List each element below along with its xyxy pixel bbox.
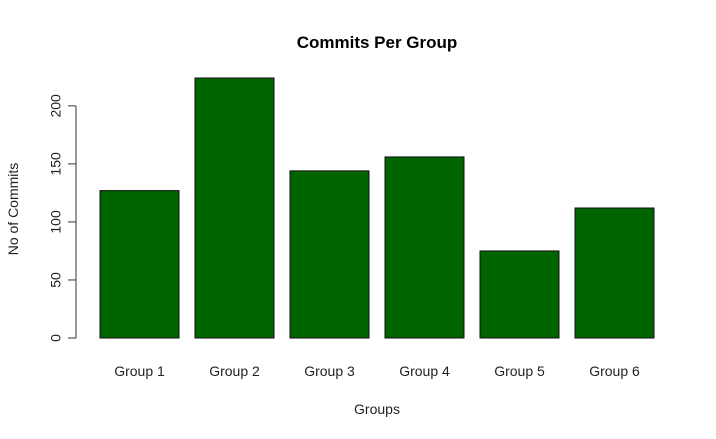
y-tick-label: 50 bbox=[48, 272, 64, 288]
y-tick-label: 0 bbox=[48, 334, 64, 342]
chart-title: Commits Per Group bbox=[297, 33, 458, 52]
bar-group-5 bbox=[479, 250, 560, 339]
y-axis: 0 50 100 150 200 bbox=[48, 94, 77, 342]
bar-group-4 bbox=[384, 156, 465, 339]
bars-group bbox=[99, 77, 655, 339]
x-tick-label: Group 2 bbox=[209, 363, 260, 379]
bar-group-3 bbox=[289, 170, 370, 339]
y-tick-label: 100 bbox=[48, 210, 64, 234]
bar-group-2 bbox=[194, 77, 275, 339]
x-tick-labels: Group 1 Group 2 Group 3 Group 4 Group 5 Group… bbox=[114, 363, 640, 379]
x-tick-label: Group 5 bbox=[494, 363, 545, 379]
bar-group-6 bbox=[574, 207, 655, 339]
x-axis-title: Groups bbox=[354, 401, 400, 417]
y-tick-label: 150 bbox=[48, 152, 64, 176]
y-tick-label: 200 bbox=[48, 94, 64, 118]
y-axis-title: No of Commits bbox=[5, 163, 21, 256]
bar-group-1 bbox=[99, 190, 180, 339]
x-tick-label: Group 4 bbox=[399, 363, 450, 379]
x-tick-label: Group 6 bbox=[589, 363, 640, 379]
x-tick-label: Group 3 bbox=[304, 363, 355, 379]
x-tick-label: Group 1 bbox=[114, 363, 165, 379]
